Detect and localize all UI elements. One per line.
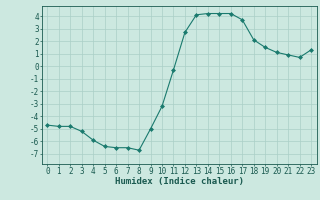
X-axis label: Humidex (Indice chaleur): Humidex (Indice chaleur) (115, 177, 244, 186)
